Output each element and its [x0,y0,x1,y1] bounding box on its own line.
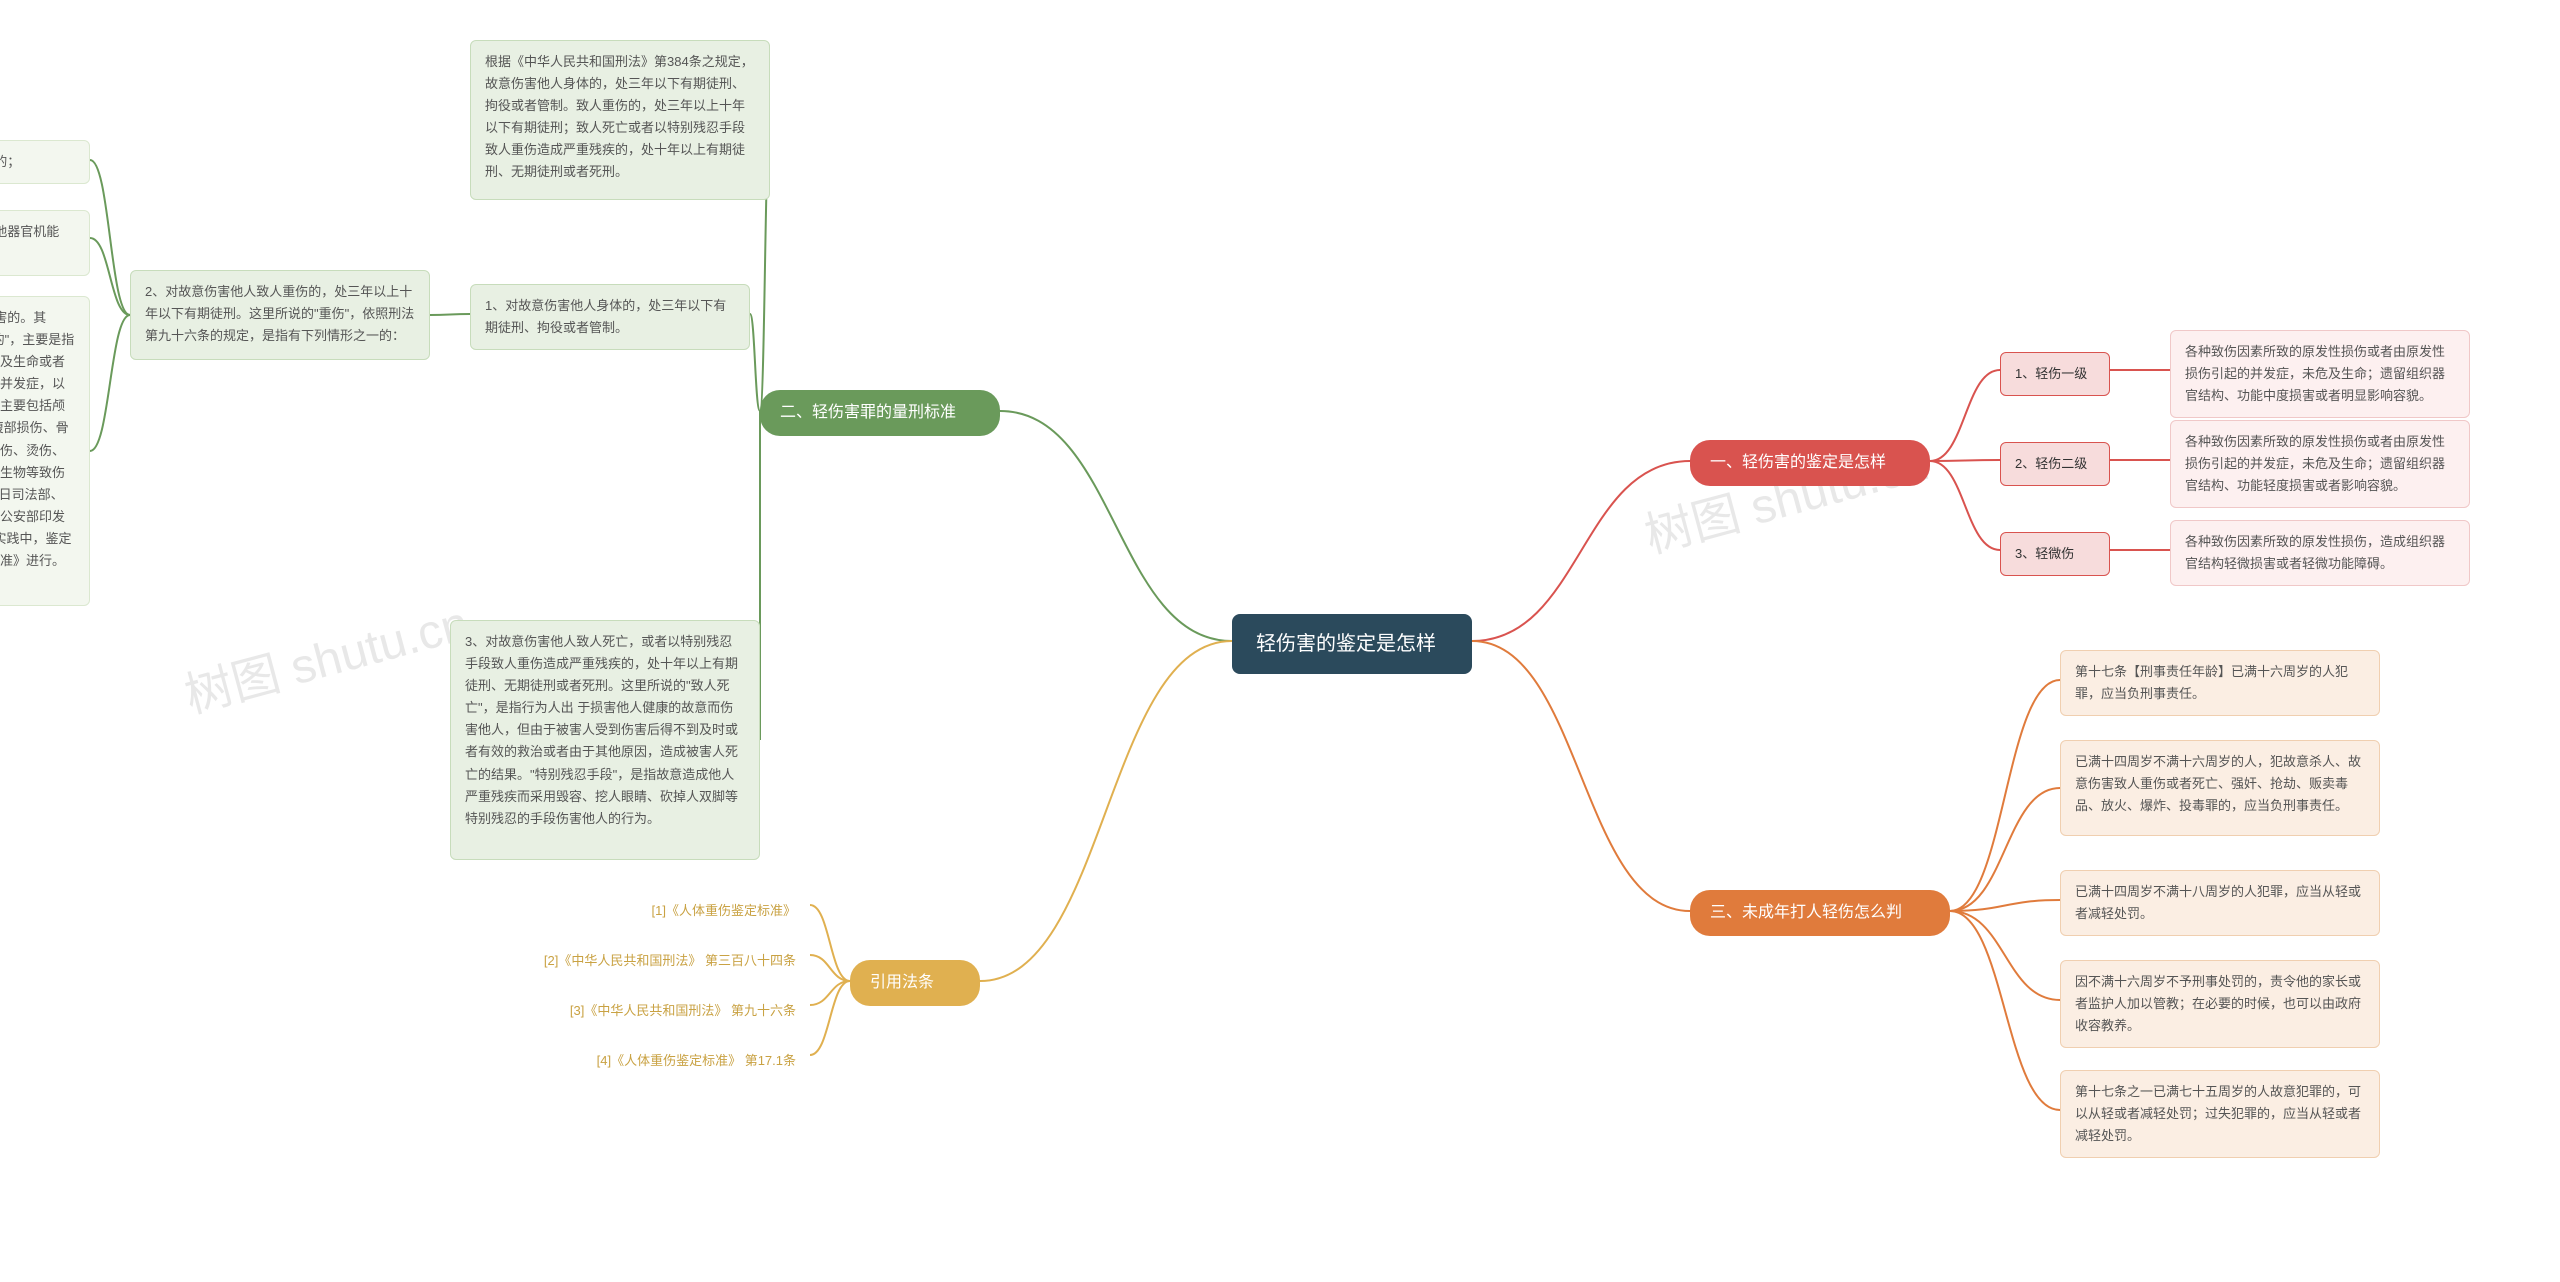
branch-b2[interactable]: 二、轻伤害罪的量刑标准 [760,390,1000,436]
branch-b4[interactable]: 引用法条 [850,960,980,1006]
mindmap-node[interactable]: 根据《中华人民共和国刑法》第384条之规定，故意伤害他人身体的，处三年以下有期徒… [470,40,770,200]
mindmap-node[interactable]: （2）使人丧失听觉、视觉或者其他器官机能的； [0,210,90,276]
mindmap-node[interactable]: [2]《中华人民共和国刑法》 第三百八十四条 [480,940,810,982]
mindmap-node[interactable]: 已满十四周岁不满十八周岁的人犯罪，应当从轻或者减轻处罚。 [2060,870,2380,936]
mindmap-node[interactable]: 各种致伤因素所致的原发性损伤或者由原发性损伤引起的并发症，未危及生命；遗留组织器… [2170,330,2470,418]
mindmap-node[interactable]: 1、对故意伤害他人身体的，处三年以下有期徒刑、拘役或者管制。 [470,284,750,350]
mindmap-node[interactable]: 1、轻伤一级 [2000,352,2110,396]
center-node[interactable]: 轻伤害的鉴定是怎样 [1232,614,1472,674]
mindmap-node[interactable]: 2、轻伤二级 [2000,442,2110,486]
mindmap-node[interactable]: 2、对故意伤害他人致人重伤的，处三年以上十年以下有期徒刑。这里所说的"重伤"，依… [130,270,430,360]
mindmap-node[interactable]: 已满十四周岁不满十六周岁的人，犯故意杀人、故意伤害致人重伤或者死亡、强奸、抢劫、… [2060,740,2380,836]
mindmap-node[interactable]: 第十七条之一已满七十五周岁的人故意犯罪的，可以从轻或者减轻处罚；过失犯罪的，应当… [2060,1070,2380,1158]
mindmap-node[interactable]: 3、对故意伤害他人致人死亡，或者以特别残忍手段致人重伤造成严重残疾的，处十年以上… [450,620,760,860]
branch-b1[interactable]: 一、轻伤害的鉴定是怎样 [1690,440,1930,486]
mindmap-node[interactable]: （3）其他对于人身健康有重大伤害的。其中"其他对于人身健康有重大伤害的"，主要是… [0,296,90,606]
branch-b3[interactable]: 三、未成年打人轻伤怎么判 [1690,890,1950,936]
mindmap-node[interactable]: [3]《中华人民共和国刑法》 第九十六条 [500,990,810,1032]
watermark: 树图 shutu.cn [176,584,475,727]
mindmap-node[interactable]: 各种致伤因素所致的原发性损伤或者由原发性损伤引起的并发症，未危及生命；遗留组织器… [2170,420,2470,508]
mindmap-node[interactable]: 3、轻微伤 [2000,532,2110,576]
mindmap-node[interactable]: 因不满十六周岁不予刑事处罚的，责令他的家长或者监护人加以管教；在必要的时候，也可… [2060,960,2380,1048]
mindmap-node[interactable]: 各种致伤因素所致的原发性损伤，造成组织器官结构轻微损害或者轻微功能障碍。 [2170,520,2470,586]
mindmap-node[interactable]: [1]《人体重伤鉴定标准》 [560,890,810,932]
mindmap-node[interactable]: （1）使人肢体残废或者毁人容貌的； [0,140,90,184]
mindmap-node[interactable]: [4]《人体重伤鉴定标准》 第17.1条 [530,1040,810,1082]
mindmap-node[interactable]: 第十七条【刑事责任年龄】已满十六周岁的人犯罪，应当负刑事责任。 [2060,650,2380,716]
